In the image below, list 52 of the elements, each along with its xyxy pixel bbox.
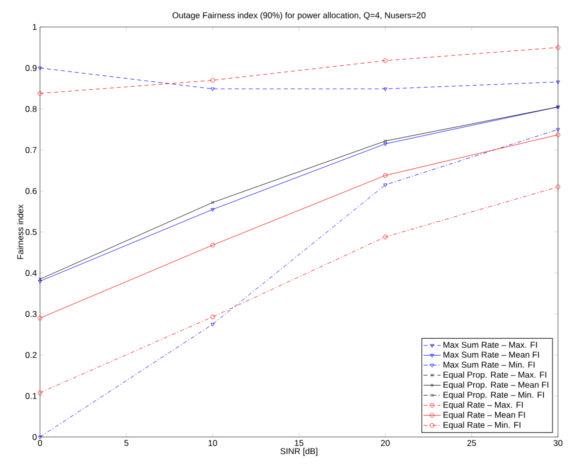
x-tick-label: 15 (294, 440, 304, 446)
x-axis-title: SINR [dB] (280, 448, 318, 456)
legend-label: Equal Prop. Rate – Min. FI (444, 392, 544, 400)
legend-label: Equal Rate – Max. FI (444, 402, 523, 410)
point (383, 173, 388, 178)
point (383, 142, 388, 146)
point (210, 88, 215, 92)
y-tick-label: 0.6 (25, 188, 37, 194)
y-tick-label: 0.3 (25, 310, 37, 317)
point (383, 234, 388, 240)
y-tick-label: 0.1 (25, 392, 37, 399)
legend-label: Equal Rate – Min. FI (444, 422, 520, 430)
point (38, 66, 42, 70)
point (383, 58, 388, 63)
chart-title: Outage Fairness index (90%) for power allocation, Q=4, Nusers=20 (172, 12, 426, 20)
y-axis-title: Fairness index (17, 204, 24, 259)
point (210, 322, 215, 326)
point (210, 242, 215, 248)
legend-label: Equal Prop. Rate – Mean FI (444, 382, 548, 390)
legend-label: Max Sum Rate – Mean FI (444, 352, 539, 358)
x-tick-label: 0 (38, 440, 42, 446)
point (556, 45, 560, 50)
point (210, 78, 215, 83)
legend-label: Max Sum Rate – Max. FI (444, 342, 537, 348)
y-tick-label: 0.5 (25, 228, 37, 235)
legend-label: Max Sum Rate – Min. FI (444, 361, 534, 368)
point (384, 139, 387, 143)
x-tick-label: 10 (208, 440, 218, 446)
y-tick-label: 0.4 (25, 270, 37, 276)
y-tick-label: 1 (32, 24, 37, 30)
y-tick-label: 0.7 (25, 146, 37, 153)
point (210, 208, 215, 212)
legend-label: Equal Rate – Mean FI (444, 412, 525, 420)
y-tick-label: 0 (32, 434, 37, 440)
point (556, 80, 560, 84)
y-tick-label: 0.9 (25, 64, 37, 71)
point (556, 184, 560, 190)
point (556, 128, 560, 132)
point (211, 200, 214, 204)
y-tick-label: 0.2 (25, 352, 37, 358)
x-tick-label: 25 (467, 440, 476, 446)
y-tick-label: 0.8 (25, 106, 37, 112)
x-tick-label: 5 (124, 440, 128, 446)
point (38, 390, 42, 395)
x-tick-label: 30 (554, 440, 562, 446)
point (38, 91, 42, 96)
point (38, 436, 42, 440)
x-tick-label: 20 (381, 440, 390, 446)
point (383, 88, 388, 92)
point (210, 314, 215, 320)
point (383, 184, 388, 188)
legend-label: Equal Prop. Rate – Max. FI (444, 371, 546, 380)
